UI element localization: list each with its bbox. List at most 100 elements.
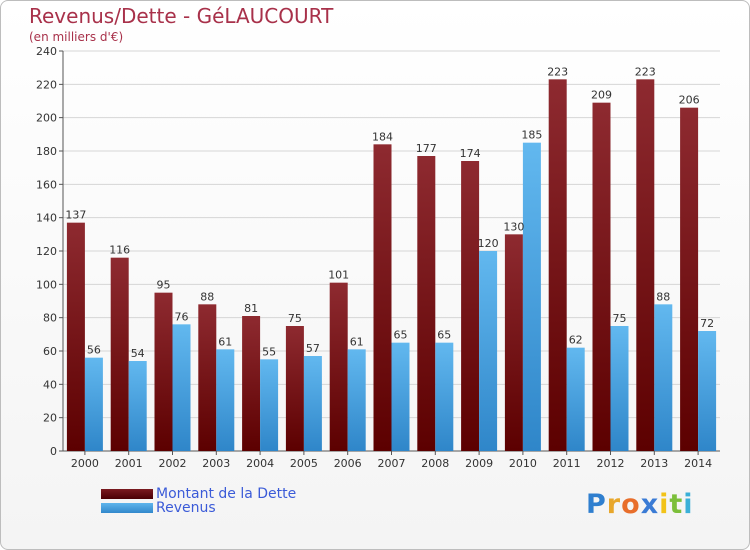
x-tick-label: 2000: [71, 457, 99, 470]
data-label-revenus: 75: [613, 312, 627, 325]
axis-layer: 0 20 40 60 80 100 120 140 160 180 200 220 240 2000 200…: [36, 45, 720, 470]
bar-revenus: [566, 347, 585, 451]
y-tick-label: 20: [43, 412, 57, 425]
y-tick-label: 60: [43, 345, 57, 358]
label-layer: 137 56 116 54 95 76 88 61 81 55 75 57 101 61 184 65 177 6…: [65, 65, 714, 360]
logo-letter: i: [659, 489, 670, 520]
x-tick-label: 2011: [553, 457, 581, 470]
data-label-debt: 184: [372, 130, 393, 143]
data-label-revenus: 57: [306, 342, 320, 355]
logo-letter: P: [586, 489, 607, 520]
bar-revenus: [260, 359, 279, 451]
bar-debt: [66, 222, 85, 451]
x-tick-label: 2010: [509, 457, 537, 470]
logo-letter: r: [606, 489, 622, 520]
legend-swatch-revenus: [101, 503, 153, 513]
data-label-debt: 81: [244, 302, 258, 315]
bar-revenus: [347, 349, 366, 451]
data-label-debt: 75: [288, 312, 302, 325]
logo-letter: i: [683, 489, 694, 520]
data-label-debt: 88: [200, 290, 214, 303]
x-tick-label: 2013: [640, 457, 668, 470]
y-tick-label: 80: [43, 312, 57, 325]
data-label-debt: 174: [460, 147, 481, 160]
bar-debt: [461, 161, 480, 451]
x-tick-label: 2009: [465, 457, 493, 470]
x-tick-label: 2005: [290, 457, 318, 470]
data-label-debt: 223: [547, 65, 568, 78]
x-tick-label: 2002: [159, 457, 187, 470]
bar-revenus: [479, 251, 498, 451]
legend-label-debt: Montant de la Dette: [156, 486, 297, 502]
bar-debt: [329, 282, 348, 451]
data-label-debt: 95: [157, 279, 171, 292]
y-tick-label: 0: [50, 445, 57, 458]
bar-revenus: [128, 361, 147, 451]
bar-revenus: [172, 324, 191, 451]
y-tick-label: 40: [43, 378, 57, 391]
chart-subtitle: (en milliers d'€): [29, 30, 124, 44]
bar-layer: [66, 79, 717, 452]
data-label-debt: 206: [679, 94, 700, 107]
bar-debt: [636, 79, 655, 451]
logo-letter: o: [621, 489, 641, 520]
y-tick-label: 160: [36, 178, 57, 191]
bar-revenus: [303, 356, 322, 451]
bar-debt: [680, 107, 699, 452]
x-tick-label: 2007: [378, 457, 406, 470]
data-label-debt: 223: [635, 65, 656, 78]
bar-debt: [154, 292, 173, 451]
bar-debt: [373, 144, 392, 452]
bar-debt: [242, 316, 261, 451]
legend-swatch-debt: [101, 489, 153, 499]
data-label-revenus: 65: [437, 329, 451, 342]
bar-revenus: [391, 342, 410, 451]
data-label-revenus: 62: [569, 334, 583, 347]
data-label-revenus: 72: [700, 317, 714, 330]
data-label-revenus: 76: [175, 310, 189, 323]
legend-label-revenus: Revenus: [156, 500, 216, 516]
x-tick-label: 2014: [684, 457, 712, 470]
chart-title: Revenus/Dette - GéLAUCOURT: [29, 4, 334, 28]
bar-debt: [198, 304, 217, 451]
proxiti-logo: Proxiti: [586, 489, 694, 520]
bar-debt: [417, 156, 436, 451]
bar-debt: [110, 257, 129, 451]
logo-letter: x: [640, 489, 660, 520]
y-tick-label: 200: [36, 112, 57, 125]
bar-revenus: [216, 349, 235, 451]
bar-debt: [285, 326, 304, 451]
data-label-revenus: 56: [87, 344, 101, 357]
y-tick-label: 180: [36, 145, 57, 158]
y-tick-label: 120: [36, 245, 57, 258]
bar-debt: [504, 234, 523, 451]
data-label-debt: 130: [503, 220, 524, 233]
x-tick-label: 2008: [421, 457, 449, 470]
data-label-debt: 177: [416, 142, 437, 155]
x-tick-label: 2004: [246, 457, 274, 470]
data-label-revenus: 61: [350, 335, 364, 348]
data-label-revenus: 88: [656, 290, 670, 303]
data-label-debt: 116: [109, 244, 130, 257]
bar-revenus: [698, 331, 717, 451]
y-tick-label: 220: [36, 78, 57, 91]
bar-debt: [592, 102, 611, 452]
data-label-revenus: 55: [262, 345, 276, 358]
bar-revenus: [435, 342, 454, 451]
data-label-revenus: 54: [131, 347, 145, 360]
y-tick-label: 240: [36, 45, 57, 58]
bar-revenus: [84, 357, 103, 451]
bar-debt: [548, 79, 567, 451]
data-label-debt: 209: [591, 89, 612, 102]
x-tick-label: 2003: [202, 457, 230, 470]
x-tick-label: 2006: [334, 457, 362, 470]
data-label-revenus: 185: [521, 129, 542, 142]
data-label-debt: 137: [65, 209, 86, 222]
y-tick-label: 140: [36, 212, 57, 225]
bar-revenus: [610, 326, 629, 451]
y-tick-label: 100: [36, 278, 57, 291]
bar-revenus: [654, 304, 673, 451]
bar-revenus: [522, 142, 541, 451]
